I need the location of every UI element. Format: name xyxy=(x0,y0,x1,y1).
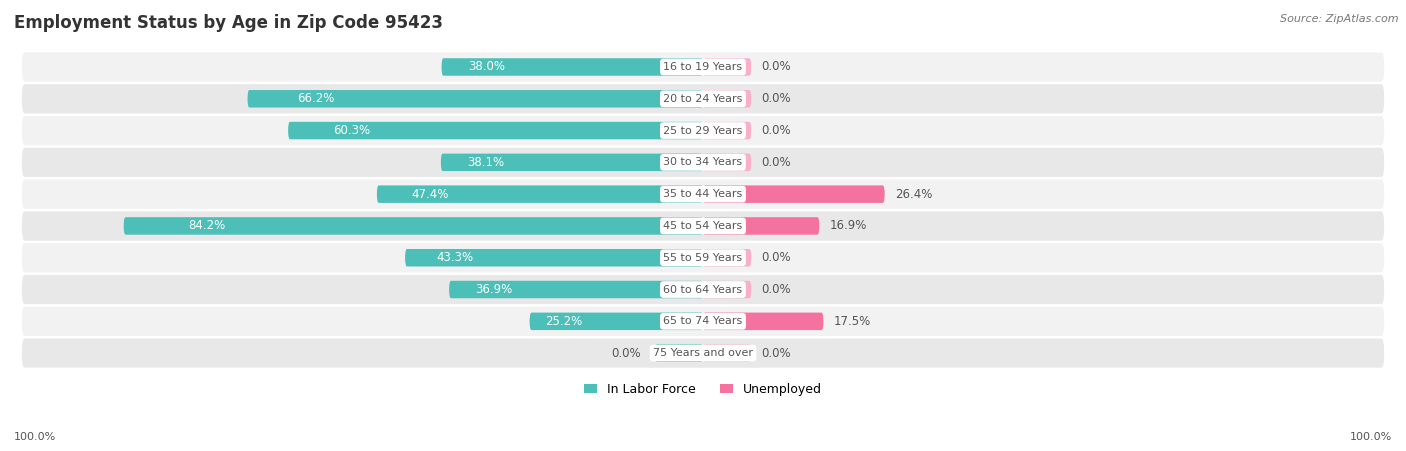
FancyBboxPatch shape xyxy=(22,179,1384,209)
Text: 35 to 44 Years: 35 to 44 Years xyxy=(664,189,742,199)
Text: 0.0%: 0.0% xyxy=(762,283,792,296)
FancyBboxPatch shape xyxy=(703,249,751,267)
Text: 55 to 59 Years: 55 to 59 Years xyxy=(664,253,742,263)
Text: 84.2%: 84.2% xyxy=(188,220,225,232)
Text: 47.4%: 47.4% xyxy=(411,188,449,201)
Text: 60 to 64 Years: 60 to 64 Years xyxy=(664,285,742,295)
Legend: In Labor Force, Unemployed: In Labor Force, Unemployed xyxy=(579,378,827,401)
Text: 43.3%: 43.3% xyxy=(436,251,474,264)
FancyBboxPatch shape xyxy=(377,185,703,203)
Text: 0.0%: 0.0% xyxy=(612,347,641,359)
FancyBboxPatch shape xyxy=(449,281,703,298)
FancyBboxPatch shape xyxy=(703,217,820,235)
Text: 16 to 19 Years: 16 to 19 Years xyxy=(664,62,742,72)
Text: 17.5%: 17.5% xyxy=(834,315,870,328)
Text: 0.0%: 0.0% xyxy=(762,251,792,264)
FancyBboxPatch shape xyxy=(22,275,1384,304)
Text: 0.0%: 0.0% xyxy=(762,60,792,74)
FancyBboxPatch shape xyxy=(703,281,751,298)
FancyBboxPatch shape xyxy=(22,52,1384,82)
Text: 45 to 54 Years: 45 to 54 Years xyxy=(664,221,742,231)
Text: 16.9%: 16.9% xyxy=(830,220,868,232)
Text: 20 to 24 Years: 20 to 24 Years xyxy=(664,94,742,104)
FancyBboxPatch shape xyxy=(703,90,751,107)
FancyBboxPatch shape xyxy=(655,345,703,362)
FancyBboxPatch shape xyxy=(530,313,703,330)
Text: 25 to 29 Years: 25 to 29 Years xyxy=(664,125,742,136)
Text: 66.2%: 66.2% xyxy=(297,92,335,105)
Text: 75 Years and over: 75 Years and over xyxy=(652,348,754,358)
FancyBboxPatch shape xyxy=(703,154,751,171)
Text: 0.0%: 0.0% xyxy=(762,92,792,105)
FancyBboxPatch shape xyxy=(247,90,703,107)
FancyBboxPatch shape xyxy=(22,212,1384,240)
Text: 65 to 74 Years: 65 to 74 Years xyxy=(664,316,742,327)
Text: 25.2%: 25.2% xyxy=(546,315,583,328)
Text: 0.0%: 0.0% xyxy=(762,347,792,359)
Text: Employment Status by Age in Zip Code 95423: Employment Status by Age in Zip Code 954… xyxy=(14,14,443,32)
Text: 26.4%: 26.4% xyxy=(896,188,932,201)
Text: 0.0%: 0.0% xyxy=(762,124,792,137)
Text: 100.0%: 100.0% xyxy=(1350,432,1392,442)
FancyBboxPatch shape xyxy=(124,217,703,235)
FancyBboxPatch shape xyxy=(441,58,703,76)
FancyBboxPatch shape xyxy=(22,243,1384,272)
FancyBboxPatch shape xyxy=(703,313,824,330)
FancyBboxPatch shape xyxy=(441,154,703,171)
FancyBboxPatch shape xyxy=(703,185,884,203)
Text: 36.9%: 36.9% xyxy=(475,283,512,296)
Text: 38.0%: 38.0% xyxy=(468,60,505,74)
FancyBboxPatch shape xyxy=(22,84,1384,113)
FancyBboxPatch shape xyxy=(22,339,1384,368)
FancyBboxPatch shape xyxy=(22,116,1384,145)
FancyBboxPatch shape xyxy=(288,122,703,139)
Text: 38.1%: 38.1% xyxy=(468,156,505,169)
FancyBboxPatch shape xyxy=(22,148,1384,177)
Text: 100.0%: 100.0% xyxy=(14,432,56,442)
Text: 60.3%: 60.3% xyxy=(333,124,370,137)
FancyBboxPatch shape xyxy=(703,345,751,362)
Text: 30 to 34 Years: 30 to 34 Years xyxy=(664,157,742,167)
Text: Source: ZipAtlas.com: Source: ZipAtlas.com xyxy=(1281,14,1399,23)
Text: 0.0%: 0.0% xyxy=(762,156,792,169)
FancyBboxPatch shape xyxy=(22,307,1384,336)
FancyBboxPatch shape xyxy=(703,122,751,139)
FancyBboxPatch shape xyxy=(405,249,703,267)
FancyBboxPatch shape xyxy=(703,58,751,76)
